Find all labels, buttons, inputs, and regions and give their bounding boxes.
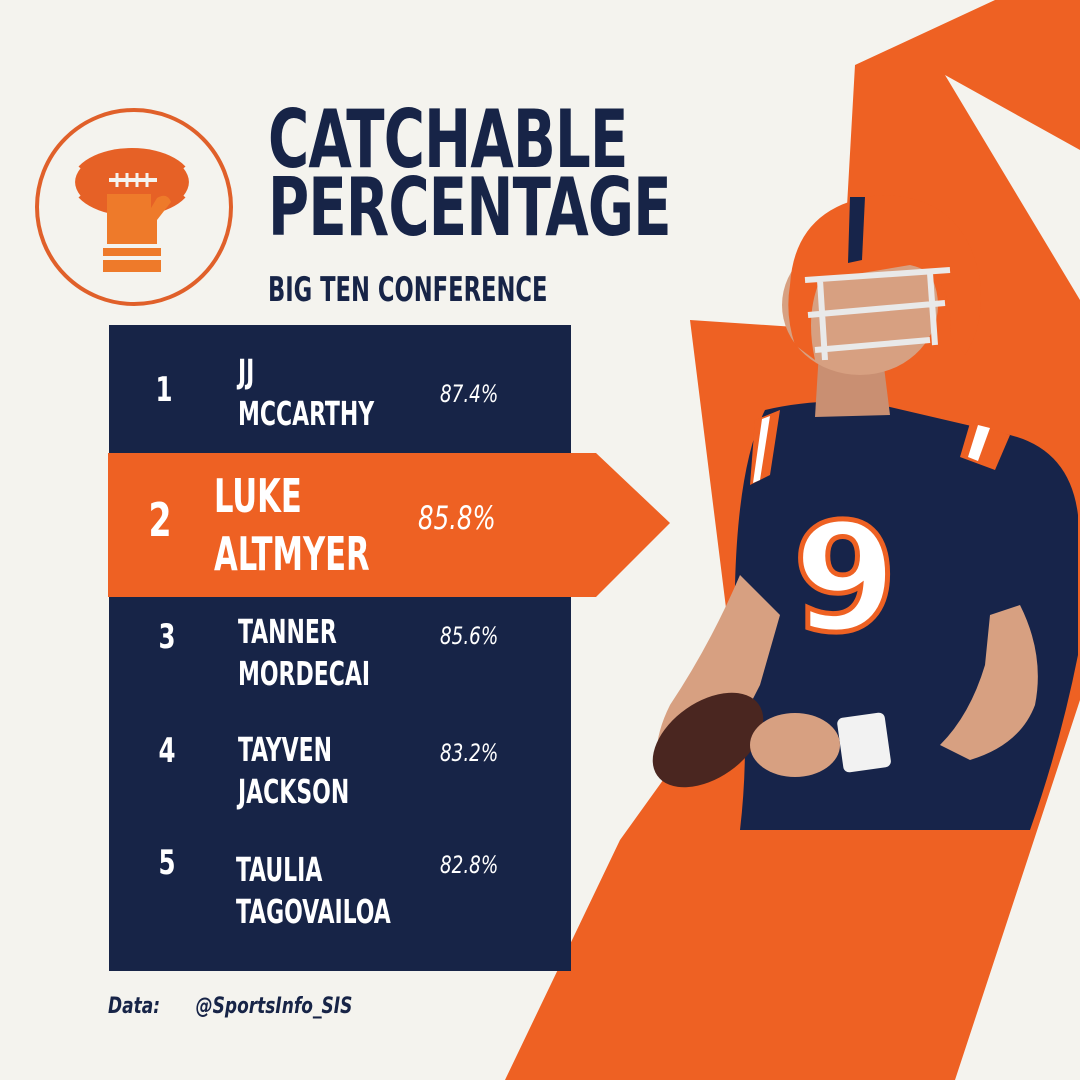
- rank-number: 5: [158, 843, 176, 883]
- rank-number: 2: [148, 493, 172, 547]
- leaderboard-panel: [109, 325, 571, 971]
- page-subtitle: BIG TEN CONFERENCE: [268, 270, 548, 310]
- catchable-percentage: 82.8%: [440, 851, 499, 879]
- title-line-1: CATCHABLE: [268, 93, 628, 186]
- data-label: Data:: [108, 994, 161, 1019]
- player-last-name: MCCARTHY: [238, 394, 375, 433]
- leaderboard-row: 5 TAULIA TAGOVAILOA 82.8%: [109, 837, 571, 971]
- player-name: TAULIA TAGOVAILOA: [236, 849, 391, 933]
- highlight-arrow: [108, 453, 670, 597]
- rank-number: 1: [155, 370, 173, 410]
- data-source-handle: @SportsInfo_SIS: [195, 994, 353, 1019]
- rank-number: 4: [158, 731, 176, 771]
- leaderboard-row: 1 JJ MCCARTHY 87.4%: [109, 325, 571, 453]
- leaderboard-row: 3 TANNER MORDECAI 85.6%: [109, 597, 571, 719]
- player-last-name: JACKSON: [238, 772, 350, 811]
- player-name: LUKE ALTMYER: [214, 467, 370, 583]
- title-line-2: PERCENTAGE: [268, 161, 672, 254]
- rank-number: 3: [158, 617, 176, 657]
- player-last-name: TAGOVAILOA: [236, 892, 391, 931]
- leaderboard-row: 4 TAYVEN JACKSON 83.2%: [109, 719, 571, 837]
- player-name: TAYVEN JACKSON: [238, 729, 349, 813]
- player-first-name: JJ: [238, 352, 255, 391]
- player-first-name: LUKE: [214, 469, 302, 523]
- player-name: TANNER MORDECAI: [238, 611, 370, 695]
- player-first-name: TAULIA: [236, 850, 323, 889]
- football-catch-hand-icon: [71, 148, 193, 272]
- data-source-credit: Data: @SportsInfo_SIS: [108, 994, 352, 1019]
- player-photo: 9: [652, 195, 1078, 830]
- catchable-percentage: 85.6%: [440, 622, 499, 650]
- logo-badge: [35, 108, 233, 306]
- player-last-name: MORDECAI: [238, 654, 371, 693]
- player-first-name: TANNER: [238, 612, 337, 651]
- catchable-percentage: 83.2%: [440, 739, 499, 767]
- jersey-number: 9: [793, 492, 897, 666]
- page-title: CATCHABLE PERCENTAGE: [268, 100, 672, 248]
- player-last-name: ALTMYER: [214, 527, 370, 581]
- catchable-percentage: 85.8%: [418, 499, 496, 537]
- leaderboard-row-highlighted: 2 LUKE ALTMYER 85.8%: [108, 453, 670, 597]
- player-name: JJ MCCARTHY: [238, 351, 374, 435]
- player-first-name: TAYVEN: [238, 730, 333, 769]
- catchable-percentage: 87.4%: [440, 380, 499, 408]
